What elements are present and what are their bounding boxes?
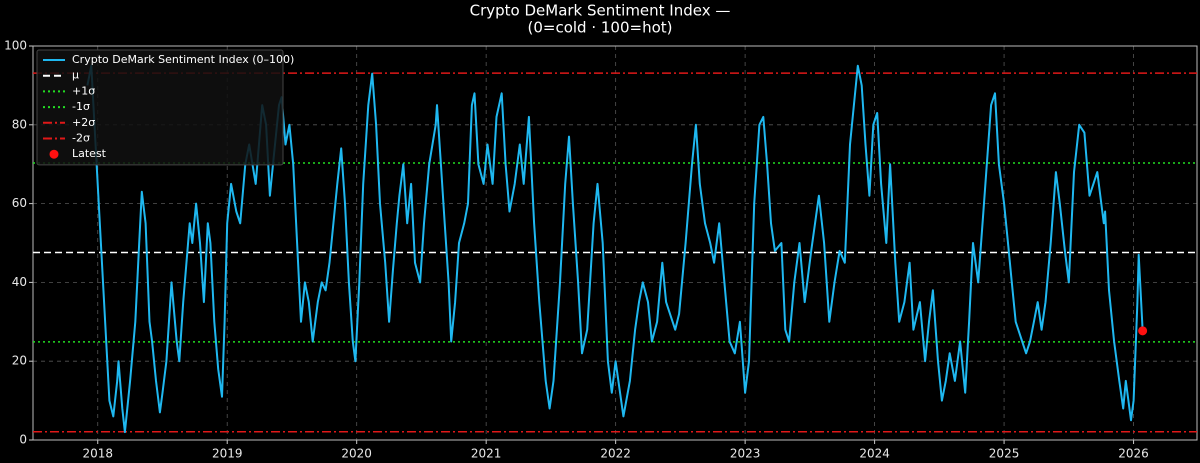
y-tick-label: 0 (19, 433, 27, 447)
y-tick-label: 100 (4, 39, 27, 53)
y-tick-label: 20 (12, 354, 27, 368)
x-tick-label: 2025 (989, 447, 1020, 461)
legend: Crypto DeMark Sentiment Index (0–100) μ +1… (36, 49, 294, 166)
x-tick-label: 2018 (82, 447, 113, 461)
legend-swatch (49, 149, 59, 159)
x-tick-label: 2023 (730, 447, 761, 461)
legend-label: μ (72, 69, 79, 82)
y-tick-label: 80 (12, 117, 27, 131)
chart-subtitle: (0=cold · 100=hot) (528, 19, 673, 37)
latest-point (1138, 326, 1148, 336)
x-tick-label: 2019 (212, 447, 243, 461)
legend-label: Crypto DeMark Sentiment Index (0–100) (72, 53, 294, 66)
x-tick-label: 2026 (1118, 447, 1149, 461)
legend-label: -2σ (72, 132, 90, 145)
legend-box (36, 49, 284, 166)
legend-label: +2σ (72, 116, 95, 129)
x-tick-label: 2022 (600, 447, 631, 461)
y-tick-label: 60 (12, 196, 27, 210)
legend-label: +1σ (72, 84, 95, 97)
x-tick-label: 2024 (859, 447, 890, 461)
y-tick-label: 40 (12, 275, 27, 289)
x-tick-label: 2021 (471, 447, 502, 461)
plot-frame (32, 45, 1198, 441)
chart-title: Crypto DeMark Sentiment Index — (470, 2, 731, 20)
legend-label: -1σ (72, 100, 90, 113)
x-tick-label: 2020 (341, 447, 372, 461)
legend-label: Latest (72, 147, 107, 160)
